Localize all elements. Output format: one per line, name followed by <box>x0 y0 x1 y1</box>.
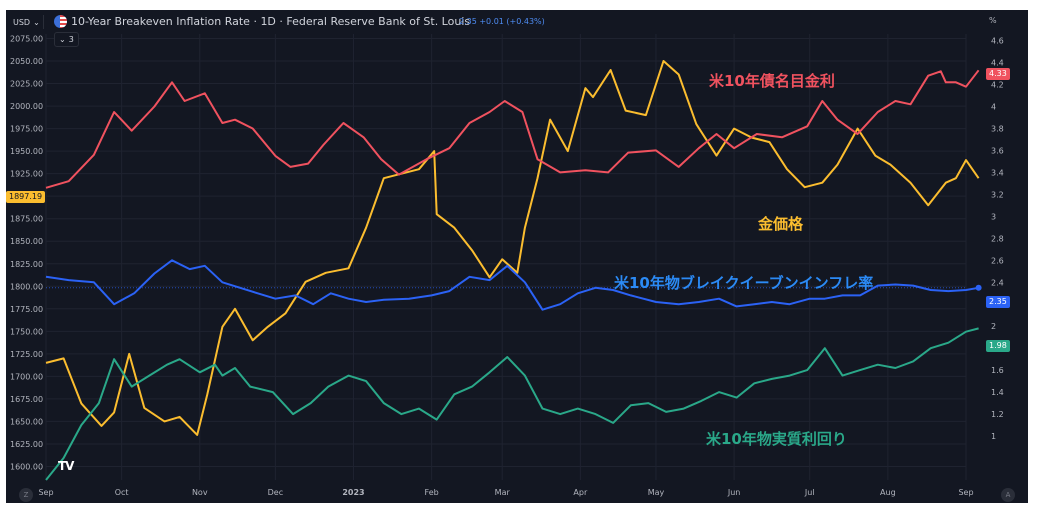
time-axis-tick-label: May <box>648 488 665 497</box>
time-axis-tick-label: Jul <box>804 488 815 497</box>
left-axis-tick-label: 1750.00 <box>10 327 43 336</box>
left-axis-tick-label: 2075.00 <box>10 35 43 44</box>
right-axis-tick-label: 4.2 <box>991 81 1004 90</box>
nominal-yield-annotation: 米10年債名目金利 <box>709 72 835 90</box>
left-axis-tick-label: 1700.00 <box>10 372 43 381</box>
left-axis-tick-label: 1975.00 <box>10 125 43 134</box>
tradingview-logo[interactable]: TV <box>58 459 75 473</box>
symbol-quote: 2.35 +0.01 (+0.43%) <box>459 17 545 26</box>
right-axis-tick-label: 4 <box>991 103 996 112</box>
left-axis-tick-label: 2000.00 <box>10 102 43 111</box>
right-axis-tick-label: 2.8 <box>991 234 1004 243</box>
right-axis-tick-label: 3.4 <box>991 168 1004 177</box>
left-axis-tick-label: 1775.00 <box>10 305 43 314</box>
left-axis-tick-label: 1650.00 <box>10 417 43 426</box>
left-axis-tick-label: 1925.00 <box>10 170 43 179</box>
right-axis-tick-label: 4.4 <box>991 59 1004 68</box>
nominal-series-line <box>45 69 980 189</box>
right-axis-tick-label: 1.2 <box>991 410 1004 419</box>
chart-canvas[interactable]: 1600.00 1625.00 1650.00 1675.00 1700.00 1725.… <box>6 10 1028 503</box>
left-axis-tick-label: 1800.00 <box>10 282 43 291</box>
currency-selector[interactable]: USD ⌄ <box>10 15 44 29</box>
right-axis: 11.21.41.61.822.22.42.62.833.23.43.63.84… <box>991 37 1004 441</box>
right-axis-tick-label: 1.4 <box>991 388 1004 397</box>
collapse-indicators-button[interactable]: ⌄ 3 <box>54 32 79 47</box>
left-axis-tick-label: 1875.00 <box>10 215 43 224</box>
time-axis-tick-label: 2023 <box>342 488 364 497</box>
zoom-button[interactable]: Z <box>19 488 33 502</box>
indicator-count: 3 <box>68 35 74 44</box>
real-series-line <box>45 327 979 481</box>
breakeven-annotation: 米10年物ブレイクイーブンインフレ率 <box>614 274 874 292</box>
left-axis-tick-label: 1625.00 <box>10 440 43 449</box>
right-axis-tick-label: 4.6 <box>991 37 1004 46</box>
auto-scale-button[interactable]: A <box>1001 488 1015 502</box>
real-last-price-badge: 1.98 <box>986 340 1010 352</box>
time-axis-tick-label: Dec <box>268 488 283 497</box>
chevron-down-icon: ⌄ <box>59 35 66 44</box>
gold-last-price-badge: 1897.19 <box>6 191 46 203</box>
time-axis-tick-label: Nov <box>192 488 208 497</box>
right-axis-tick-label: 3.8 <box>991 124 1004 133</box>
left-axis-tick-label: 2050.00 <box>10 57 43 66</box>
breakeven-series-line <box>45 259 979 311</box>
left-axis-tick-label: 1675.00 <box>10 395 43 404</box>
time-axis-tick-label: Feb <box>425 488 439 497</box>
right-axis-tick-label: 3 <box>991 212 996 221</box>
left-axis-tick-label: 1725.00 <box>10 350 43 359</box>
breakeven-last-point <box>975 284 982 291</box>
right-axis-tick-label: 2.4 <box>991 278 1004 287</box>
time-axis-tick-label: Aug <box>880 488 896 497</box>
time-axis-tick-label: Apr <box>573 488 588 497</box>
right-axis-tick-label: 2.6 <box>991 256 1004 265</box>
time-axis-tick-label: Oct <box>115 488 129 497</box>
time-axis: Sep Oct Nov Dec 2023 Feb Mar Apr May Jun Jul Aug Sep <box>38 488 973 497</box>
us-flag-icon <box>54 15 67 28</box>
left-axis-tick-label: 1825.00 <box>10 260 43 269</box>
currency-label: USD <box>13 17 31 27</box>
left-axis-tick-label: 2025.00 <box>10 80 43 89</box>
left-axis: 1600.00 1625.00 1650.00 1675.00 1700.00 1725.… <box>10 35 43 472</box>
left-axis-tick-label: 1850.00 <box>10 237 43 246</box>
right-axis-tick-label: 1.6 <box>991 366 1004 375</box>
breakeven-last-price-badge: 2.35 <box>986 296 1010 308</box>
time-axis-tick-label: Jun <box>727 488 741 497</box>
left-axis-tick-label: 1600.00 <box>10 462 43 471</box>
chart-frame: 1600.00 1625.00 1650.00 1675.00 1700.00 1725.… <box>6 10 1028 503</box>
right-axis-tick-label: 3.2 <box>991 190 1004 199</box>
gold-series-line <box>45 60 980 436</box>
series <box>45 60 982 481</box>
time-axis-tick-label: Sep <box>958 488 973 497</box>
time-axis-tick-label: Sep <box>38 488 53 497</box>
right-axis-unit: % <box>989 16 997 25</box>
right-axis-tick-label: 2 <box>991 322 996 331</box>
chevron-down-icon: ⌄ <box>33 17 40 27</box>
right-axis-tick-label: 3.6 <box>991 146 1004 155</box>
right-axis-tick-label: 1 <box>991 432 996 441</box>
symbol-title[interactable]: 10-Year Breakeven Inflation Rate · 1D · … <box>71 15 471 28</box>
left-axis-tick-label: 1950.00 <box>10 147 43 156</box>
nominal-last-price-badge: 4.33 <box>986 68 1010 80</box>
time-axis-tick-label: Mar <box>495 488 511 497</box>
real-yield-annotation: 米10年物実質利回り <box>706 430 847 448</box>
gold-price-annotation: 金価格 <box>758 215 804 233</box>
